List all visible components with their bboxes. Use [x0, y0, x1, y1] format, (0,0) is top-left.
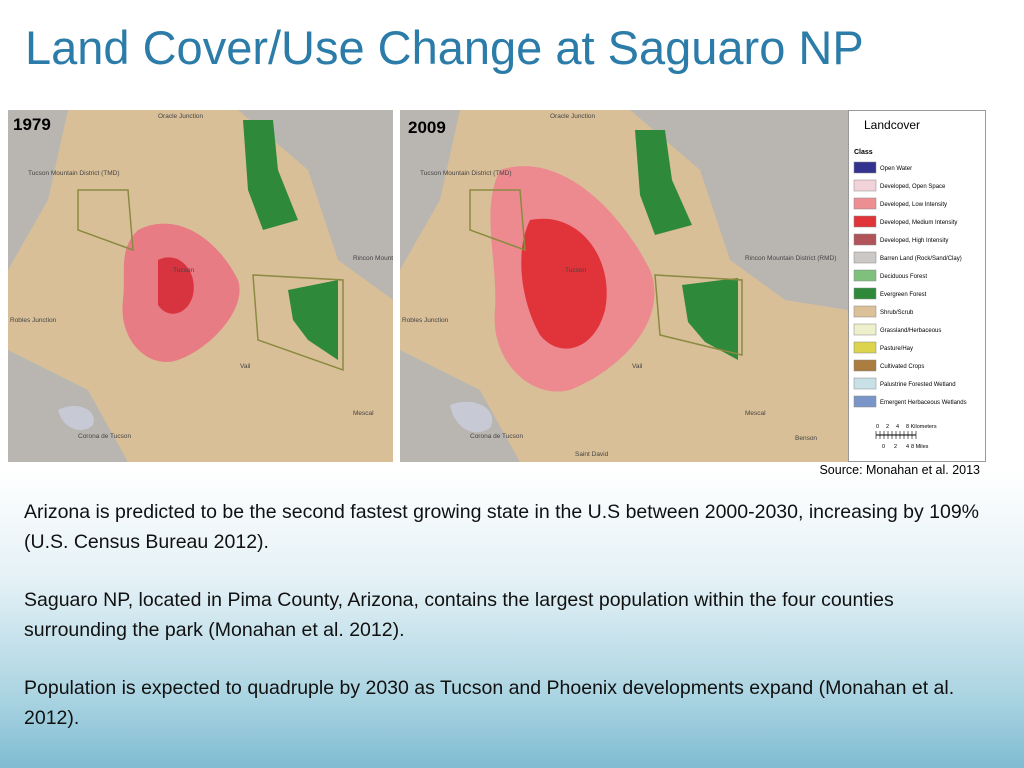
map-label: Robles Junction: [10, 317, 57, 324]
scale-label: 2: [886, 424, 889, 430]
map-label: Benson: [795, 435, 817, 442]
body-text: Arizona is predicted to be the second fa…: [24, 497, 989, 761]
legend-swatch: [853, 269, 877, 282]
map-label: Rincon Mountain District (RMD): [353, 255, 393, 262]
source: Source: Monahan et al. 2013: [819, 463, 980, 477]
legend-label: Emergent Herbaceous Wetlands: [880, 400, 967, 406]
legend-swatch: [853, 197, 877, 210]
legend-label: Cultivated Crops: [880, 364, 924, 370]
legend-label: Barren Land (Rock/Sand/Clay): [880, 256, 962, 262]
map-label: Robles Junction: [402, 317, 449, 324]
map-label: Vail: [240, 363, 251, 370]
scale-label: 0: [882, 444, 885, 450]
legend-swatch: [853, 359, 877, 372]
map-label: Corona de Tucson: [470, 433, 524, 440]
legend-label: Open Water: [880, 166, 912, 172]
map-label: Vail: [632, 363, 643, 370]
paragraph: Arizona is predicted to be the second fa…: [24, 501, 980, 553]
legend-swatch: [853, 161, 877, 174]
legend-heading: Class: [854, 149, 873, 156]
legend-label: Pasture/Hay: [880, 346, 913, 352]
legend-label: Developed, Medium Intensity: [880, 220, 957, 226]
map-2009: 2009 Oracle Junction Tucson Mountain Dist…: [400, 110, 848, 462]
legend-swatch: [853, 305, 877, 318]
scale-label: 8 Miles: [911, 444, 929, 450]
legend-swatch: [853, 395, 877, 408]
map-label: Mescal: [353, 410, 374, 417]
legend-label: Deciduous Forest: [880, 274, 927, 280]
legend-label: Developed, Open Space: [880, 184, 946, 190]
map-year: 2009: [408, 118, 446, 137]
legend-label: Shrub/Scrub: [880, 310, 914, 316]
scale-label: 8 Kilometers: [906, 424, 937, 430]
map-label: Oracle Junction: [550, 113, 596, 120]
legend-label: Grassland/Herbaceous: [880, 328, 941, 334]
paragraph: Population is expected to quadruple by 2…: [24, 677, 955, 729]
legend-swatch: [853, 287, 877, 300]
legend-swatch: [853, 251, 877, 264]
map-label: Mescal: [745, 410, 766, 417]
legend-label: Palustrine Forested Wetland: [880, 382, 956, 388]
legend-swatch: [853, 377, 877, 390]
map-year: 1979: [13, 115, 51, 134]
map-label: Tucson: [565, 267, 586, 274]
legend-label: Developed, Low Intensity: [880, 202, 947, 208]
legend-swatch: [853, 341, 877, 354]
legend-swatch: [853, 215, 877, 228]
paragraph: Saguaro NP, located in Pima County, Ariz…: [24, 589, 894, 641]
map-label: Tucson Mountain District (TMD): [420, 170, 512, 177]
legend: Landcover Class Open Water Developed, Ope…: [848, 110, 986, 462]
map-label: Tucson: [173, 267, 194, 274]
map-label: Corona de Tucson: [78, 433, 132, 440]
legend-title: Landcover: [864, 118, 920, 132]
scale-label: 4: [896, 424, 899, 430]
legend-label: Evergreen Forest: [880, 292, 927, 298]
map-label: Tucson Mountain District (TMD): [28, 170, 120, 177]
scale-label: 0: [876, 424, 879, 430]
legend-swatch: [853, 233, 877, 246]
map-label: Saint David: [575, 451, 609, 458]
map-label: Oracle Junction: [158, 113, 204, 120]
map-label: Rincon Mountain District (RMD): [745, 255, 836, 262]
map-1979: 1979 Oracle Junction Tucson Mountain Dist…: [8, 110, 393, 462]
scale-label: 4: [906, 444, 909, 450]
scale-label: 2: [894, 444, 897, 450]
legend-label: Developed, High Intensity: [880, 238, 948, 244]
slide-title: Land Cover/Use Change at Saguaro NP: [25, 21, 864, 74]
legend-swatch: [853, 323, 877, 336]
legend-swatch: [853, 179, 877, 192]
